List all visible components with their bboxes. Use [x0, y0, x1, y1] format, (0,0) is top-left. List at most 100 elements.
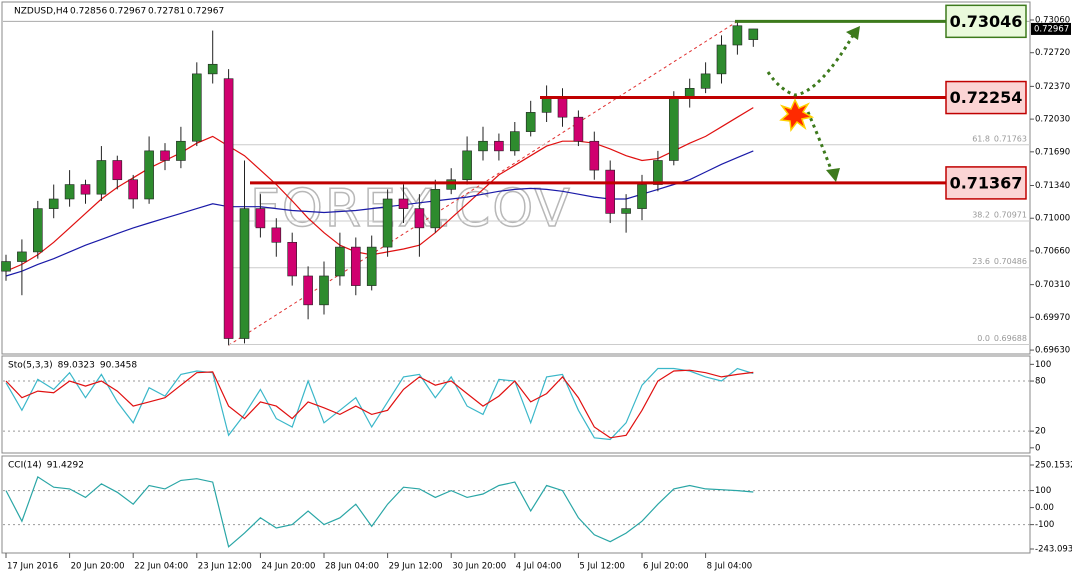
main-pane — [1, 1, 1031, 355]
y-tick-label: 0 — [1035, 443, 1040, 453]
x-tick-label: 8 Jul 04:00 — [707, 562, 753, 572]
x-tick-label: 29 Jun 12:00 — [389, 562, 443, 572]
candle-body — [160, 150, 170, 161]
y-tick-label: 80 — [1035, 377, 1046, 387]
x-tick-label: 20 Jun 20:00 — [71, 562, 125, 572]
forecast-arrows — [766, 26, 860, 182]
candle-body — [557, 97, 568, 118]
candle-body — [446, 179, 457, 190]
y-tick-label: 250.1532 — [1035, 461, 1072, 471]
y-tick-label: -243.0931 — [1035, 545, 1072, 555]
y-tick-label: 0.69970 — [1035, 313, 1070, 323]
ohlc-value: 0.72856 — [70, 7, 107, 17]
candle-body — [605, 169, 616, 214]
x-tick-label: 28 Jun 04:00 — [325, 562, 379, 572]
candle-body — [509, 131, 520, 152]
candle-body — [1, 261, 11, 272]
candle-body — [207, 63, 218, 75]
y-tick-label: 0.70660 — [1035, 246, 1070, 256]
candle-body — [668, 97, 679, 161]
candle-body — [319, 275, 329, 306]
fib-level-label: 38.2 — [972, 211, 990, 220]
fib-level-label: 0.0 — [977, 334, 990, 343]
y-tick-label: 20 — [1035, 427, 1046, 437]
current-price: 0.72967 — [1034, 24, 1069, 34]
candle-body — [271, 227, 282, 243]
x-tick-label: 22 Jun 04:00 — [134, 562, 188, 572]
candle-body — [478, 140, 488, 152]
candle-body — [48, 198, 59, 209]
level-box — [945, 80, 1027, 115]
watermark: FOREX.COV — [250, 179, 572, 239]
candle-body — [192, 73, 202, 142]
y-tick-label: 0.72720 — [1035, 48, 1070, 58]
candle-body — [128, 179, 138, 200]
candle-body — [732, 25, 743, 46]
y-tick-label: 100 — [1035, 486, 1051, 496]
candle-body — [637, 184, 647, 209]
y-tick-label: 0.71340 — [1035, 181, 1070, 191]
candle-body — [176, 140, 186, 161]
level-label: 0.71367 — [950, 173, 1023, 192]
y-tick-label: 0.70310 — [1035, 280, 1070, 290]
indicator-value: 90.3458 — [100, 361, 137, 371]
candle-body — [430, 189, 441, 229]
candle-body — [17, 251, 27, 262]
level-box — [945, 166, 1027, 200]
candle-body — [462, 150, 472, 181]
indicator-title: CCI(14) — [8, 461, 42, 471]
y-tick-label: 0.00 — [1035, 503, 1054, 513]
x-tick-label: 6 Jul 20:00 — [643, 562, 689, 572]
indicator-line — [5, 369, 754, 439]
candle-body — [350, 246, 361, 286]
indicator-line — [5, 107, 754, 272]
y-tick-label: 0.69630 — [1035, 346, 1070, 356]
candle-body — [541, 97, 552, 113]
x-tick-label: 30 Jun 20:00 — [452, 562, 506, 572]
candle-body — [144, 150, 154, 200]
fib-level-label: 23.6 — [972, 257, 990, 266]
candle-body — [398, 198, 409, 209]
indicator-line — [5, 367, 754, 441]
arrow-head — [846, 26, 860, 40]
y-tick-label: 0.73060 — [1035, 15, 1070, 25]
candle-body — [80, 184, 91, 195]
candle-body — [653, 160, 663, 185]
cci-pane — [1, 455, 1031, 554]
forecast-path-up — [766, 31, 857, 97]
fib-price-label: 0.71763 — [994, 134, 1027, 143]
y-tick-label: 0.71000 — [1035, 214, 1070, 224]
indicator-title: Sto(5,3,3) — [8, 361, 53, 371]
candle-body — [573, 116, 584, 142]
level-label: 0.72254 — [950, 88, 1023, 107]
level-label: 0.73046 — [950, 12, 1023, 31]
candle-body — [382, 198, 393, 248]
candle-body — [255, 208, 266, 229]
candle-body — [748, 28, 759, 40]
fib-price-label: 0.70971 — [994, 211, 1027, 220]
x-tick-label: 5 Jul 12:00 — [579, 562, 625, 572]
candle-body — [223, 78, 234, 339]
candle-body — [32, 208, 43, 253]
candle-body — [414, 208, 425, 229]
indicator-line — [5, 150, 754, 277]
x-tick-label: 23 Jun 12:00 — [198, 562, 252, 572]
arrow-head — [826, 168, 840, 182]
indicator-value: 89.0323 — [58, 361, 95, 371]
candle-body — [366, 246, 377, 286]
candle-body — [621, 208, 631, 214]
chart-title: NZDUSD,H4 — [14, 7, 69, 17]
fib-level-label: 61.8 — [972, 134, 990, 143]
candle-body — [525, 112, 536, 132]
ohlc-value: 0.72781 — [148, 7, 185, 17]
x-tick-label: 17 Jun 2016 — [7, 562, 58, 572]
fib-price-label: 0.69688 — [994, 334, 1027, 343]
indicator-value: 91.4292 — [47, 461, 84, 471]
candle-body — [494, 140, 504, 152]
current-price-box — [1031, 22, 1071, 35]
candle-body — [589, 140, 600, 171]
level-box — [945, 4, 1027, 39]
y-tick-label: 0.72370 — [1035, 82, 1070, 92]
